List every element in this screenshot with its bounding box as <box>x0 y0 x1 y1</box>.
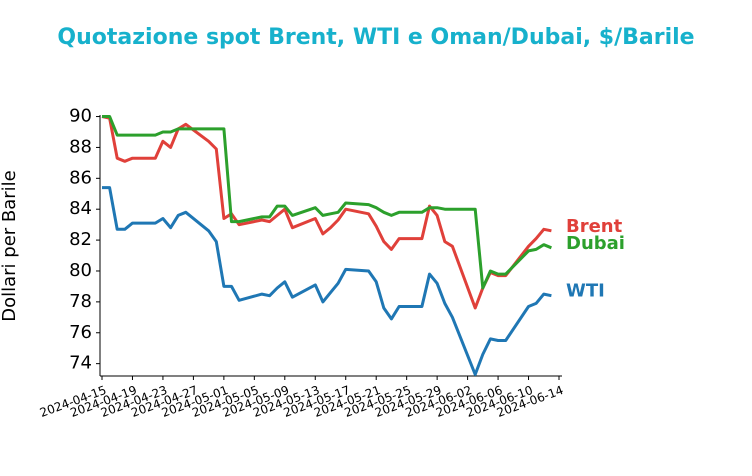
y-tick-label: 76 <box>69 322 92 343</box>
y-tick-label: 78 <box>69 291 92 312</box>
series-line <box>102 186 552 376</box>
series-label: Dubai <box>566 233 625 254</box>
y-tick-label: 84 <box>69 198 92 219</box>
y-tick-label: 86 <box>69 167 92 188</box>
y-tick-label: 80 <box>69 260 92 281</box>
y-tick-label: 74 <box>69 353 92 374</box>
y-tick-label: 82 <box>69 229 92 250</box>
series-line <box>102 115 552 290</box>
series-label: WTI <box>566 281 605 302</box>
y-axis-label: Dollari per Barile <box>0 170 20 322</box>
y-tick-label: 90 <box>69 106 92 127</box>
y-tick-label: 88 <box>69 136 92 157</box>
series-label: Brent <box>566 216 623 237</box>
chart-title: Quotazione spot Brent, WTI e Oman/Dubai,… <box>57 25 694 50</box>
series-line <box>101 115 552 310</box>
